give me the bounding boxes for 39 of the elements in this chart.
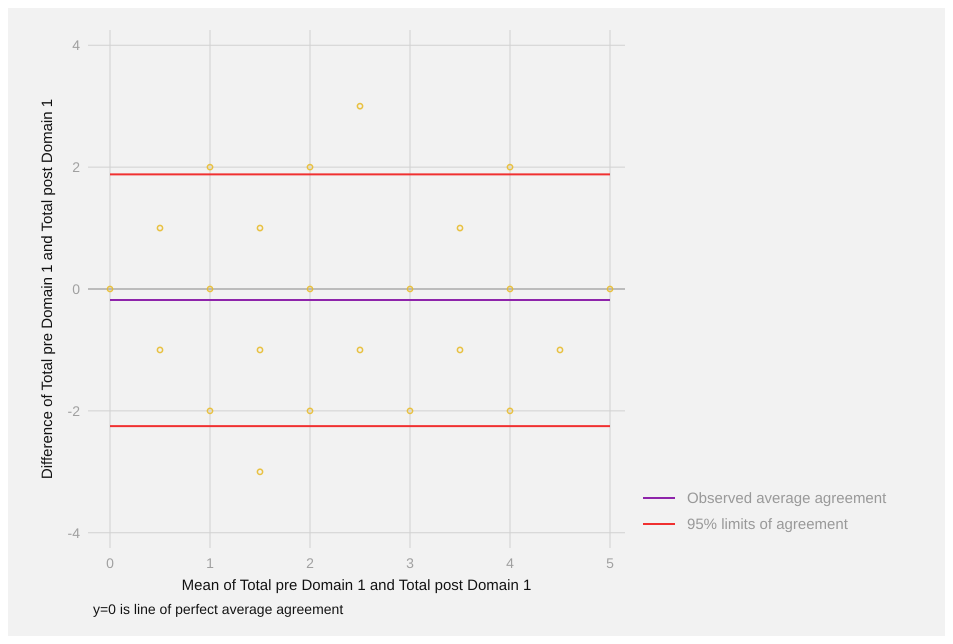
point — [506, 164, 514, 171]
point — [406, 286, 414, 292]
text: y=0 is line of perfect average agreement — [93, 601, 344, 617]
point — [506, 407, 514, 414]
x-tick-label: 3 — [406, 555, 414, 571]
y-tick-label: 0 — [72, 281, 80, 297]
point — [206, 286, 214, 292]
point — [556, 346, 564, 354]
point — [256, 468, 264, 476]
legend-label: Observed average agreement — [687, 490, 888, 507]
point — [506, 286, 514, 292]
point — [356, 346, 364, 354]
point — [406, 407, 414, 414]
y-tick-label: -4 — [68, 524, 80, 541]
point — [356, 102, 364, 110]
point — [106, 286, 114, 292]
y-tick-label: -2 — [68, 402, 80, 419]
point — [256, 224, 264, 232]
x-tick-label: 2 — [306, 555, 314, 571]
point — [606, 286, 614, 292]
x-tick-label: 0 — [106, 555, 114, 571]
x-axis-title: Mean of Total pre Domain 1 and Total post Domain 1 — [182, 577, 532, 594]
y-tick-label: 2 — [72, 159, 80, 176]
legend-label: 95% limits of agreement — [687, 516, 849, 533]
point — [306, 407, 314, 414]
point — [156, 224, 164, 232]
y-tick-label: 4 — [72, 37, 80, 54]
point — [456, 224, 464, 232]
point — [256, 346, 264, 354]
x-tick-label: 5 — [606, 555, 614, 571]
point — [206, 407, 214, 414]
x-tick-label: 4 — [506, 555, 514, 571]
y-axis-title: Difference of Total pre Domain 1 and Total post Domain 1 — [39, 98, 56, 480]
point — [156, 346, 164, 354]
x-tick-label: 1 — [206, 555, 214, 571]
point — [456, 346, 464, 354]
point — [306, 164, 314, 171]
point — [206, 164, 214, 171]
point — [306, 286, 314, 292]
